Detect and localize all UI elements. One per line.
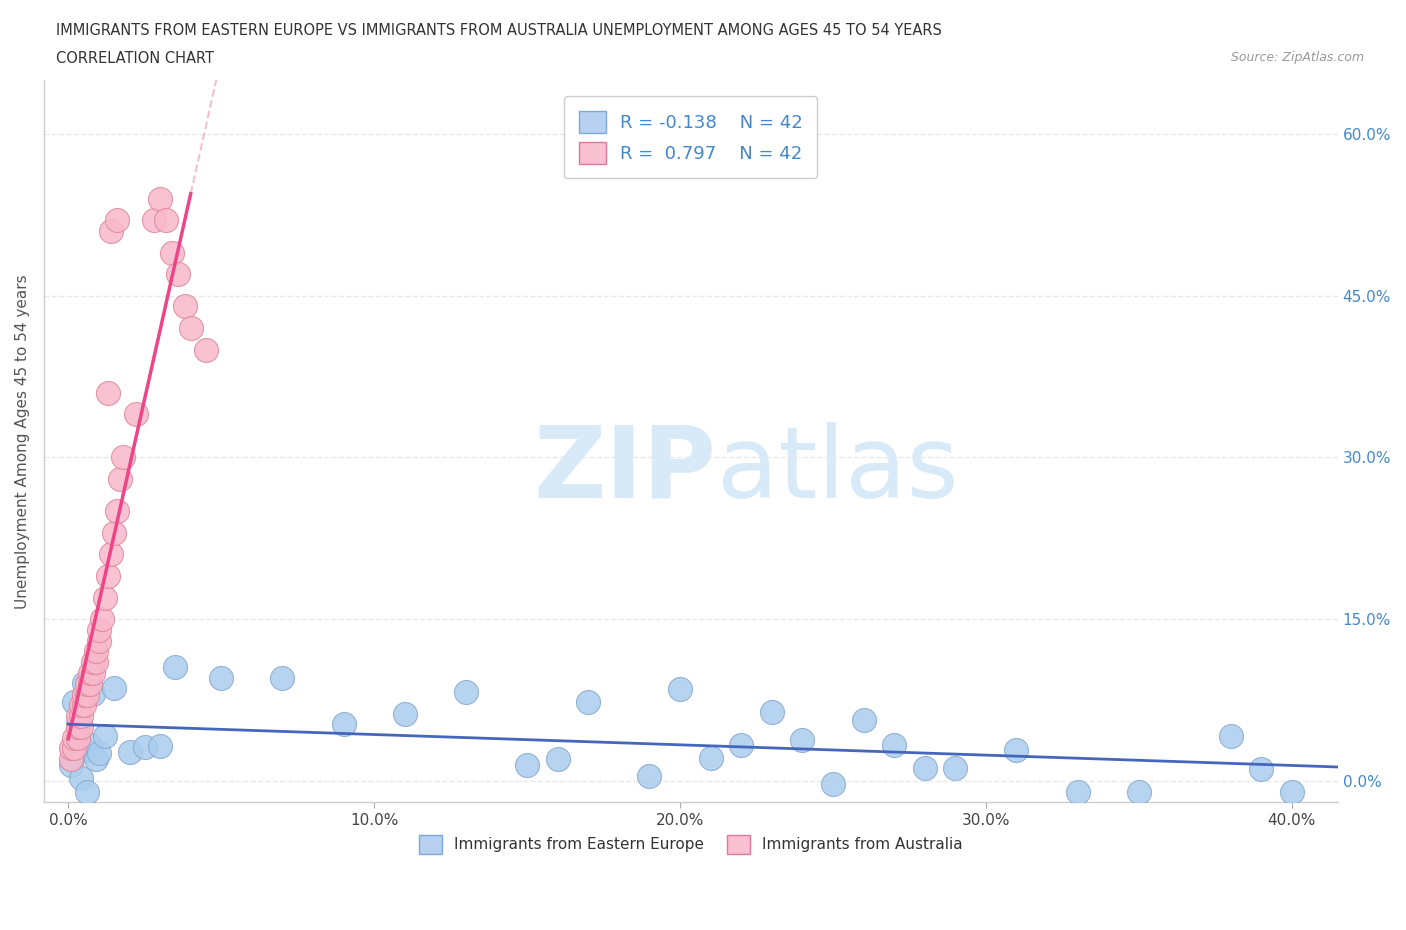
Point bbox=[94, 728, 117, 743]
Text: atlas: atlas bbox=[717, 421, 959, 519]
Point bbox=[638, 769, 661, 784]
Point bbox=[134, 739, 156, 754]
Point bbox=[105, 504, 128, 519]
Point bbox=[394, 706, 416, 721]
Point bbox=[1281, 784, 1303, 799]
Point bbox=[914, 761, 936, 776]
Point bbox=[195, 342, 218, 357]
Point bbox=[162, 246, 184, 260]
Point bbox=[1066, 784, 1088, 799]
Point bbox=[82, 666, 104, 681]
Point bbox=[699, 751, 721, 765]
Point bbox=[100, 547, 122, 562]
Point bbox=[100, 223, 122, 238]
Point bbox=[271, 671, 294, 685]
Legend: Immigrants from Eastern Europe, Immigrants from Australia: Immigrants from Eastern Europe, Immigran… bbox=[413, 829, 969, 859]
Point bbox=[87, 746, 110, 761]
Point bbox=[167, 267, 190, 282]
Point bbox=[173, 299, 195, 314]
Point bbox=[76, 784, 98, 799]
Point bbox=[112, 450, 135, 465]
Point bbox=[87, 622, 110, 637]
Point bbox=[149, 739, 172, 754]
Point bbox=[69, 720, 91, 735]
Point bbox=[105, 213, 128, 228]
Point bbox=[1005, 743, 1028, 758]
Point bbox=[79, 738, 101, 753]
Point bbox=[155, 213, 177, 228]
Point bbox=[103, 525, 125, 540]
Point bbox=[761, 705, 783, 720]
Point bbox=[79, 676, 101, 691]
Point bbox=[91, 612, 114, 627]
Point bbox=[69, 698, 91, 712]
Point bbox=[66, 730, 89, 745]
Point bbox=[103, 681, 125, 696]
Point bbox=[94, 591, 117, 605]
Point bbox=[669, 682, 692, 697]
Point bbox=[97, 568, 120, 583]
Point bbox=[66, 720, 89, 735]
Text: IMMIGRANTS FROM EASTERN EUROPE VS IMMIGRANTS FROM AUSTRALIA UNEMPLOYMENT AMONG A: IMMIGRANTS FROM EASTERN EUROPE VS IMMIGR… bbox=[56, 23, 942, 38]
Point bbox=[63, 730, 86, 745]
Point bbox=[792, 733, 814, 748]
Point bbox=[69, 709, 91, 724]
Point bbox=[60, 758, 83, 773]
Point bbox=[730, 737, 752, 752]
Point bbox=[209, 671, 232, 685]
Point bbox=[1219, 728, 1241, 743]
Point bbox=[60, 751, 83, 766]
Point bbox=[821, 777, 844, 791]
Point bbox=[124, 406, 146, 421]
Point bbox=[454, 684, 477, 699]
Point bbox=[118, 745, 141, 760]
Point bbox=[72, 698, 94, 712]
Point bbox=[84, 655, 107, 670]
Point bbox=[516, 758, 538, 773]
Point bbox=[180, 321, 202, 336]
Point bbox=[852, 712, 875, 727]
Point bbox=[110, 472, 132, 486]
Point bbox=[60, 741, 83, 756]
Point bbox=[82, 655, 104, 670]
Point bbox=[79, 666, 101, 681]
Point bbox=[72, 687, 94, 702]
Point bbox=[149, 192, 172, 206]
Point bbox=[63, 741, 86, 756]
Point bbox=[66, 709, 89, 724]
Text: CORRELATION CHART: CORRELATION CHART bbox=[56, 51, 214, 66]
Point bbox=[66, 716, 89, 731]
Point bbox=[143, 213, 166, 228]
Point bbox=[84, 751, 107, 766]
Point bbox=[576, 695, 599, 710]
Point bbox=[72, 742, 94, 757]
Point bbox=[69, 770, 91, 785]
Point bbox=[883, 737, 905, 752]
Point bbox=[332, 716, 354, 731]
Point bbox=[76, 676, 98, 691]
Point bbox=[1250, 762, 1272, 777]
Point bbox=[82, 687, 104, 702]
Point bbox=[72, 675, 94, 690]
Point bbox=[87, 633, 110, 648]
Point bbox=[1128, 784, 1150, 799]
Point bbox=[84, 644, 107, 658]
Point bbox=[63, 695, 86, 710]
Point bbox=[76, 687, 98, 702]
Text: ZIP: ZIP bbox=[534, 421, 717, 519]
Y-axis label: Unemployment Among Ages 45 to 54 years: Unemployment Among Ages 45 to 54 years bbox=[15, 274, 30, 608]
Point bbox=[547, 751, 569, 766]
Text: Source: ZipAtlas.com: Source: ZipAtlas.com bbox=[1230, 51, 1364, 64]
Point bbox=[97, 385, 120, 400]
Point bbox=[165, 659, 187, 674]
Point bbox=[943, 760, 966, 775]
